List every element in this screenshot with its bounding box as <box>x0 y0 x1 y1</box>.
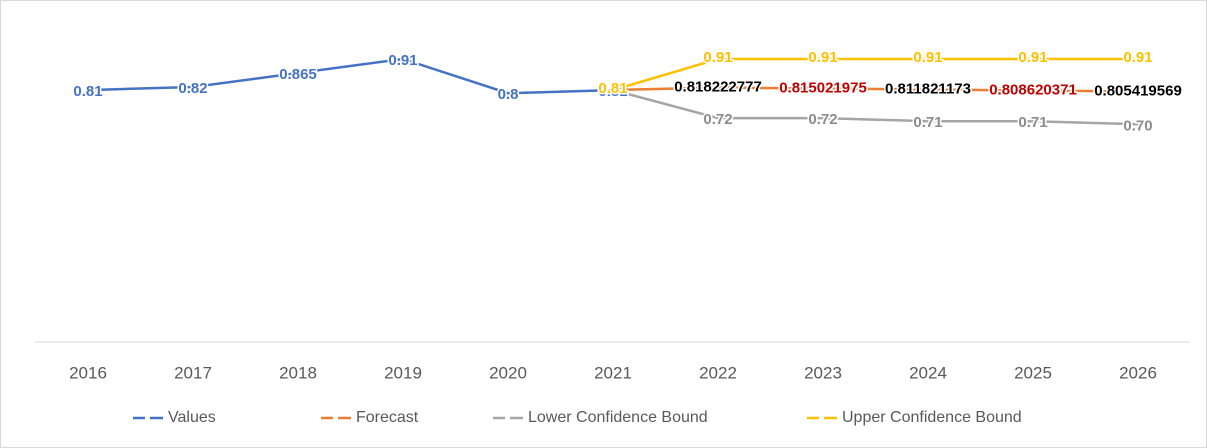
x-tick-label: 2017 <box>174 363 212 382</box>
data-label: 0.815021975 <box>779 79 867 96</box>
data-label: 0.818222777 <box>674 79 762 96</box>
x-tick-label: 2016 <box>69 363 107 382</box>
data-label: 0.91 <box>1123 49 1152 66</box>
series-line <box>87 57 614 95</box>
x-tick-label: 2023 <box>804 363 842 382</box>
data-label: 0.91 <box>808 49 837 66</box>
data-label: 0.71 <box>913 114 942 131</box>
data-label: 0.71 <box>1018 114 1047 131</box>
series-line <box>612 57 1138 92</box>
x-tick-label: 2021 <box>594 363 632 382</box>
data-label: 0.811821173 <box>885 80 971 97</box>
data-label: 0.91 <box>388 52 417 69</box>
x-tick-label: 2026 <box>1119 363 1157 382</box>
legend-label: Forecast <box>356 409 419 426</box>
x-tick-label: 2025 <box>1014 363 1052 382</box>
legend-label: Upper Confidence Bound <box>842 409 1022 426</box>
x-tick-label: 2024 <box>909 363 947 382</box>
series-line <box>612 88 1139 126</box>
series-line <box>612 86 1139 93</box>
x-tick-label: 2020 <box>489 363 527 382</box>
data-label: 0.91 <box>703 49 732 66</box>
data-label: 0.865 <box>279 66 317 83</box>
data-label: 0.805419569 <box>1094 82 1182 99</box>
data-label: 0.72 <box>703 111 732 128</box>
data-label: 0.82 <box>178 80 207 97</box>
data-label: 0.72 <box>808 111 837 128</box>
data-label: 0.91 <box>1018 49 1047 66</box>
x-tick-label: 2018 <box>279 363 317 382</box>
data-label: 0.808620371 <box>989 81 1077 98</box>
data-label: 0.70 <box>1123 117 1152 134</box>
data-label: 0.91 <box>913 49 942 66</box>
x-tick-label: 2019 <box>384 363 422 382</box>
data-label: 0.81 <box>598 80 627 97</box>
legend-label: Lower Confidence Bound <box>528 409 708 426</box>
data-label: 0.81 <box>598 83 627 100</box>
x-tick-label: 2022 <box>699 363 737 382</box>
data-label: 0.81 <box>73 83 102 100</box>
legend-label: Values <box>168 409 216 426</box>
data-label: 0.8 <box>498 86 519 103</box>
